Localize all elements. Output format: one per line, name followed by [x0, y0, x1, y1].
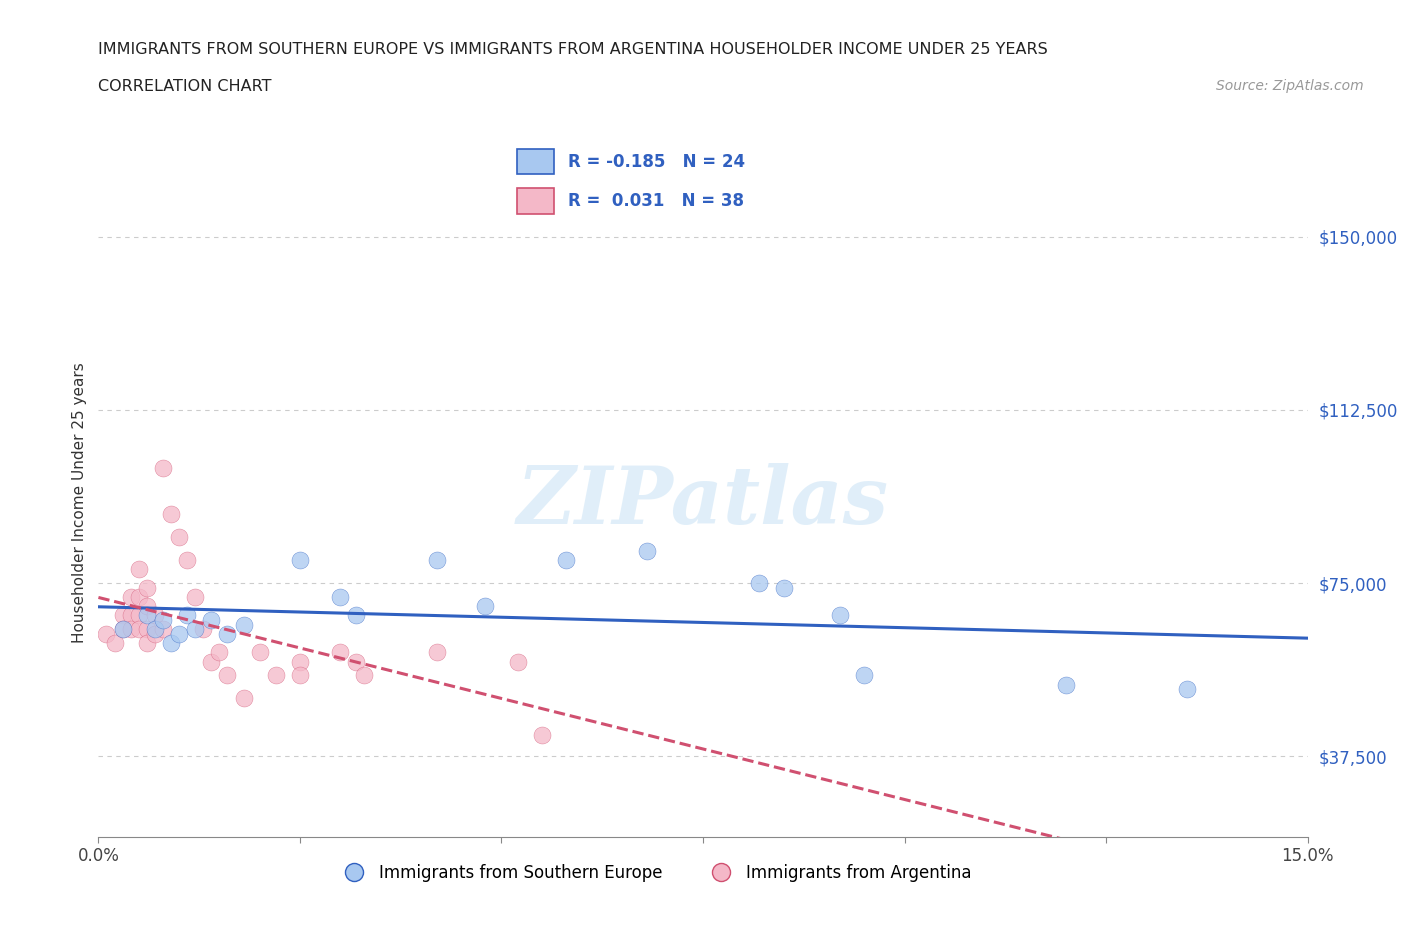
Point: [828, 608, 851, 623]
Point: [120, 608, 142, 623]
Point: [217, 627, 239, 642]
Point: [232, 618, 254, 632]
Point: [143, 622, 166, 637]
Point: [288, 654, 311, 669]
Legend: Immigrants from Southern Europe, Immigrants from Argentina: Immigrants from Southern Europe, Immigra…: [330, 857, 979, 889]
Point: [748, 576, 770, 591]
Point: [249, 644, 271, 659]
Point: [152, 622, 174, 637]
Point: [135, 635, 157, 650]
Point: [111, 608, 134, 623]
Point: [329, 590, 352, 604]
Point: [160, 506, 183, 521]
Point: [530, 728, 553, 743]
Point: [167, 529, 190, 544]
Text: Source: ZipAtlas.com: Source: ZipAtlas.com: [1216, 79, 1364, 93]
Text: ZIPatlas: ZIPatlas: [517, 463, 889, 541]
Point: [135, 608, 157, 623]
Point: [353, 668, 375, 683]
Point: [167, 627, 190, 642]
Point: [143, 608, 166, 623]
Point: [128, 608, 150, 623]
Point: [426, 552, 449, 567]
Text: CORRELATION CHART: CORRELATION CHART: [98, 79, 271, 94]
Point: [176, 608, 198, 623]
Point: [135, 599, 157, 614]
Point: [176, 552, 198, 567]
Point: [128, 622, 150, 637]
Point: [426, 644, 449, 659]
Point: [152, 613, 174, 628]
Text: R = -0.185   N = 24: R = -0.185 N = 24: [568, 153, 745, 170]
FancyBboxPatch shape: [517, 189, 554, 214]
Point: [120, 622, 142, 637]
Point: [208, 644, 231, 659]
Point: [160, 635, 183, 650]
Point: [193, 622, 215, 637]
Point: [184, 622, 207, 637]
Point: [772, 580, 794, 595]
Point: [128, 590, 150, 604]
Point: [128, 562, 150, 577]
Point: [217, 668, 239, 683]
Point: [474, 599, 496, 614]
Point: [1175, 682, 1198, 697]
Point: [143, 627, 166, 642]
Point: [103, 635, 125, 650]
Point: [506, 654, 529, 669]
Point: [1054, 677, 1077, 692]
Y-axis label: Householder Income Under 25 years: Householder Income Under 25 years: [72, 362, 87, 643]
Point: [111, 622, 134, 637]
Point: [184, 590, 207, 604]
Point: [135, 622, 157, 637]
Point: [344, 608, 367, 623]
Point: [111, 622, 134, 637]
Point: [264, 668, 287, 683]
Point: [135, 580, 157, 595]
Point: [329, 644, 352, 659]
Point: [555, 552, 578, 567]
Point: [200, 613, 222, 628]
Point: [636, 543, 658, 558]
FancyBboxPatch shape: [517, 149, 554, 175]
Text: IMMIGRANTS FROM SOUTHERN EUROPE VS IMMIGRANTS FROM ARGENTINA HOUSEHOLDER INCOME : IMMIGRANTS FROM SOUTHERN EUROPE VS IMMIG…: [98, 42, 1047, 57]
Point: [152, 460, 174, 475]
Point: [288, 668, 311, 683]
Point: [344, 654, 367, 669]
Point: [200, 654, 222, 669]
Point: [120, 590, 142, 604]
Point: [853, 668, 876, 683]
Point: [96, 627, 118, 642]
Point: [288, 552, 311, 567]
Text: R =  0.031   N = 38: R = 0.031 N = 38: [568, 193, 744, 210]
Point: [232, 691, 254, 706]
